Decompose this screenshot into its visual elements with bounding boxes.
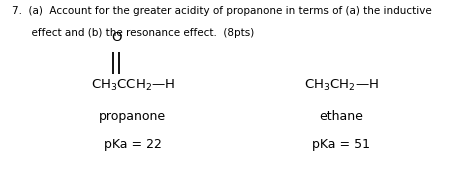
Text: O: O bbox=[111, 31, 121, 44]
Text: propanone: propanone bbox=[99, 110, 166, 123]
Text: ethane: ethane bbox=[319, 110, 363, 123]
Text: pKa = 22: pKa = 22 bbox=[104, 138, 162, 151]
Text: effect and (b) the resonance effect.  (8pts): effect and (b) the resonance effect. (8p… bbox=[12, 28, 254, 38]
Text: CH$_3$CH$_2$—H: CH$_3$CH$_2$—H bbox=[304, 78, 379, 93]
Text: pKa = 51: pKa = 51 bbox=[312, 138, 370, 151]
Text: 7.  (a)  Account for the greater acidity of propanone in terms of (a) the induct: 7. (a) Account for the greater acidity o… bbox=[12, 6, 432, 16]
Text: CH$_3$CCH$_2$—H: CH$_3$CCH$_2$—H bbox=[91, 78, 175, 93]
